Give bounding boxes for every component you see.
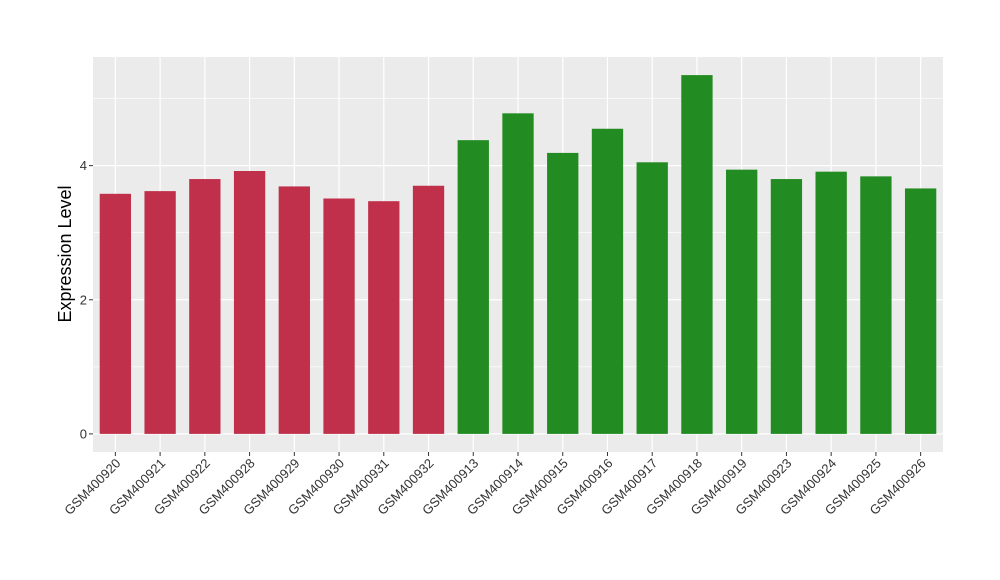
bar — [323, 198, 355, 434]
bar — [547, 152, 579, 434]
bar — [457, 140, 489, 434]
bar — [681, 75, 713, 434]
bar — [591, 128, 624, 434]
y-tick-label: 2 — [80, 292, 87, 307]
bars — [99, 75, 937, 434]
y-axis-title: Expression Level — [55, 185, 75, 322]
bar — [860, 176, 892, 434]
y-tick-label: 4 — [80, 158, 87, 173]
bar — [144, 191, 176, 434]
bar — [770, 179, 803, 434]
bar — [412, 185, 445, 434]
bar — [233, 171, 266, 434]
bar — [189, 179, 221, 434]
bar — [99, 193, 132, 434]
x-axis: GSM400920GSM400921GSM400922GSM400928GSM4… — [61, 452, 929, 518]
y-axis: 0 2 4 — [80, 158, 93, 441]
bar — [726, 169, 758, 434]
bar — [368, 201, 400, 434]
bar — [502, 113, 534, 434]
bar — [636, 162, 668, 434]
bar — [815, 171, 847, 434]
y-tick-label: 0 — [80, 426, 87, 441]
bar — [278, 186, 310, 434]
bar — [904, 188, 937, 434]
